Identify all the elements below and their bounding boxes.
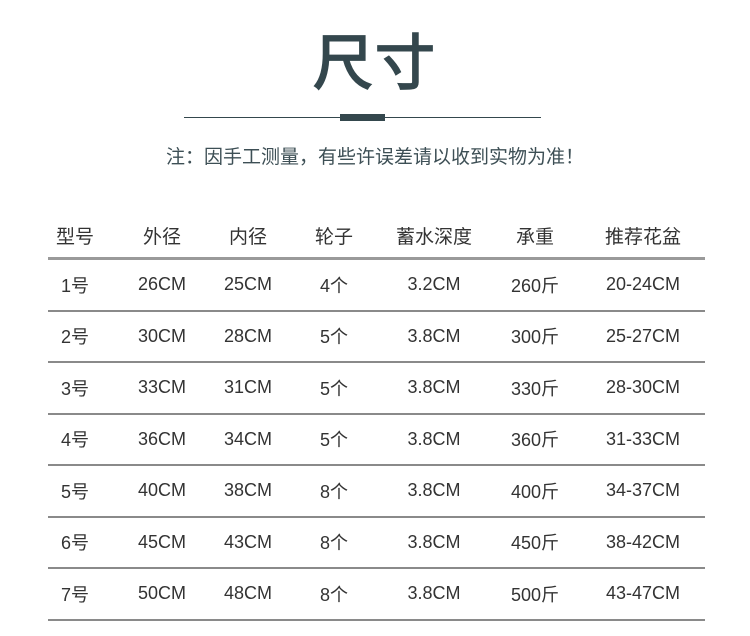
table-row: 5号 40CM 38CM 8个 3.8CM 400斤 34-37CM [48,466,705,518]
table-cell: 7号 [60,584,90,605]
column-header: 型号 [55,227,95,248]
table-cell: 6号 [60,533,90,554]
table-cell: 3.8CM [407,428,461,449]
table-cell: 2号 [60,327,90,348]
table-cell: 28CM [223,325,273,346]
table-cell: 500斤 [510,584,560,605]
column-header: 内径 [228,227,268,248]
column-header: 承重 [515,227,555,248]
table-cell: 5个 [319,430,349,451]
table-row: 3号 33CM 31CM 5个 3.8CM 330斤 28-30CM [48,363,705,415]
table-cell: 36CM [137,428,187,449]
table-cell: 4号 [60,430,90,451]
table-cell: 330斤 [510,378,560,399]
table-cell: 40CM [137,480,187,501]
table-cell: 8个 [319,584,349,605]
table-cell: 3.2CM [407,274,461,295]
column-header: 蓄水深度 [395,227,473,248]
table-cell: 260斤 [510,275,560,296]
table-cell: 48CM [223,583,273,604]
table-cell: 5个 [319,378,349,399]
table-cell: 8个 [319,533,349,554]
table-cell: 31-33CM [605,428,681,449]
table-cell: 43-47CM [605,583,681,604]
table-cell: 38CM [223,480,273,501]
table-cell: 31CM [223,377,273,398]
table-row: 4号 36CM 34CM 5个 3.8CM 360斤 31-33CM [48,415,705,466]
table-cell: 4个 [319,275,349,296]
table-cell: 3.8CM [407,377,461,398]
size-table: 型号 外径 内径 轮子 蓄水深度 承重 推荐花盆 1号 26CM 25CM 4个 3.2CM 260斤 2… [48,214,705,621]
column-header: 外径 [142,227,182,248]
table-row: 1号 26CM 25CM 4个 3.2CM 260斤 20-24CM [48,260,705,312]
table-cell: 3.8CM [407,325,461,346]
table-cell: 8个 [319,481,349,502]
table-cell: 450斤 [510,533,560,554]
table-cell: 400斤 [510,481,560,502]
table-cell: 1号 [60,275,90,296]
table-cell: 25CM [223,274,273,295]
table-row: 7号 50CM 48CM 8个 3.8CM 500斤 43-47CM [48,569,705,621]
measurement-note: 注：因手工测量，有些许误差请以收到实物为准！ [165,147,584,168]
table-cell: 34-37CM [605,480,681,501]
table-row: 6号 45CM 43CM 8个 3.8CM 450斤 38-42CM [48,518,705,569]
page-title: 尺寸 [313,30,437,97]
table-cell: 3.8CM [407,480,461,501]
column-header: 推荐花盆 [604,227,682,248]
table-cell: 50CM [137,583,187,604]
title-divider-accent [340,114,385,121]
table-row: 2号 30CM 28CM 5个 3.8CM 300斤 25-27CM [48,312,705,363]
table-cell: 28-30CM [605,377,681,398]
table-cell: 33CM [137,377,187,398]
table-cell: 3号 [60,378,90,399]
table-cell: 26CM [137,274,187,295]
table-cell: 3.8CM [407,531,461,552]
table-header-row: 型号 外径 内径 轮子 蓄水深度 承重 推荐花盆 [48,214,705,260]
table-cell: 5个 [319,327,349,348]
table-cell: 34CM [223,428,273,449]
column-header: 轮子 [314,227,354,248]
table-cell: 300斤 [510,327,560,348]
table-cell: 20-24CM [605,274,681,295]
table-cell: 5号 [60,481,90,502]
table-cell: 30CM [137,325,187,346]
table-cell: 45CM [137,531,187,552]
table-cell: 360斤 [510,430,560,451]
table-cell: 3.8CM [407,583,461,604]
table-cell: 25-27CM [605,325,681,346]
table-cell: 38-42CM [605,531,681,552]
table-cell: 43CM [223,531,273,552]
